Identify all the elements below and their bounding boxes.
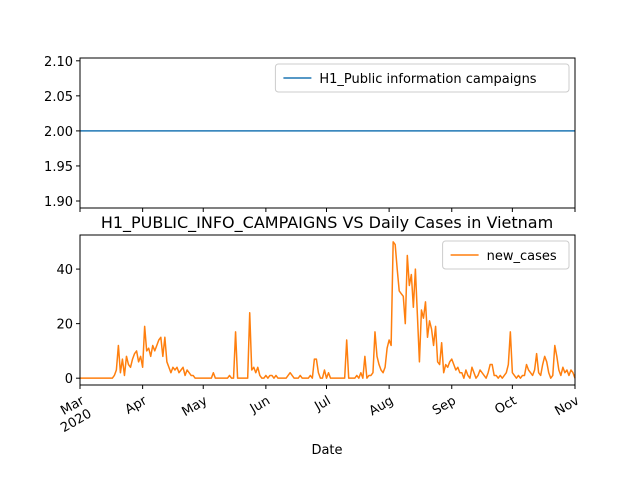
x-axis-label: Date <box>311 443 342 458</box>
y-tick-label: 2.05 <box>44 90 73 105</box>
y-tick-label: 20 <box>56 318 73 333</box>
y-tick-label: 2.10 <box>44 55 73 70</box>
data-line <box>80 241 576 379</box>
chart-title: H1_PUBLIC_INFO_CAMPAIGNS VS Daily Cases … <box>101 213 553 233</box>
y-tick-label: 2.00 <box>44 125 73 140</box>
legend-box <box>442 240 570 270</box>
legend: H1_Public information campaigns <box>274 63 570 93</box>
axes-frame <box>79 57 576 209</box>
legend-label: H1_Public information campaigns <box>319 72 536 87</box>
y-tick-label: 1.90 <box>44 195 73 210</box>
axes-frame <box>79 234 576 386</box>
y-tick-label: 40 <box>56 263 73 278</box>
y-tick-label: 0 <box>65 372 73 387</box>
legend: new_cases <box>442 240 570 270</box>
legend-label: new_cases <box>487 249 557 264</box>
y-tick-label: 1.95 <box>44 160 73 175</box>
x-tick-label: Jul <box>312 393 334 414</box>
legend-box <box>274 63 570 93</box>
